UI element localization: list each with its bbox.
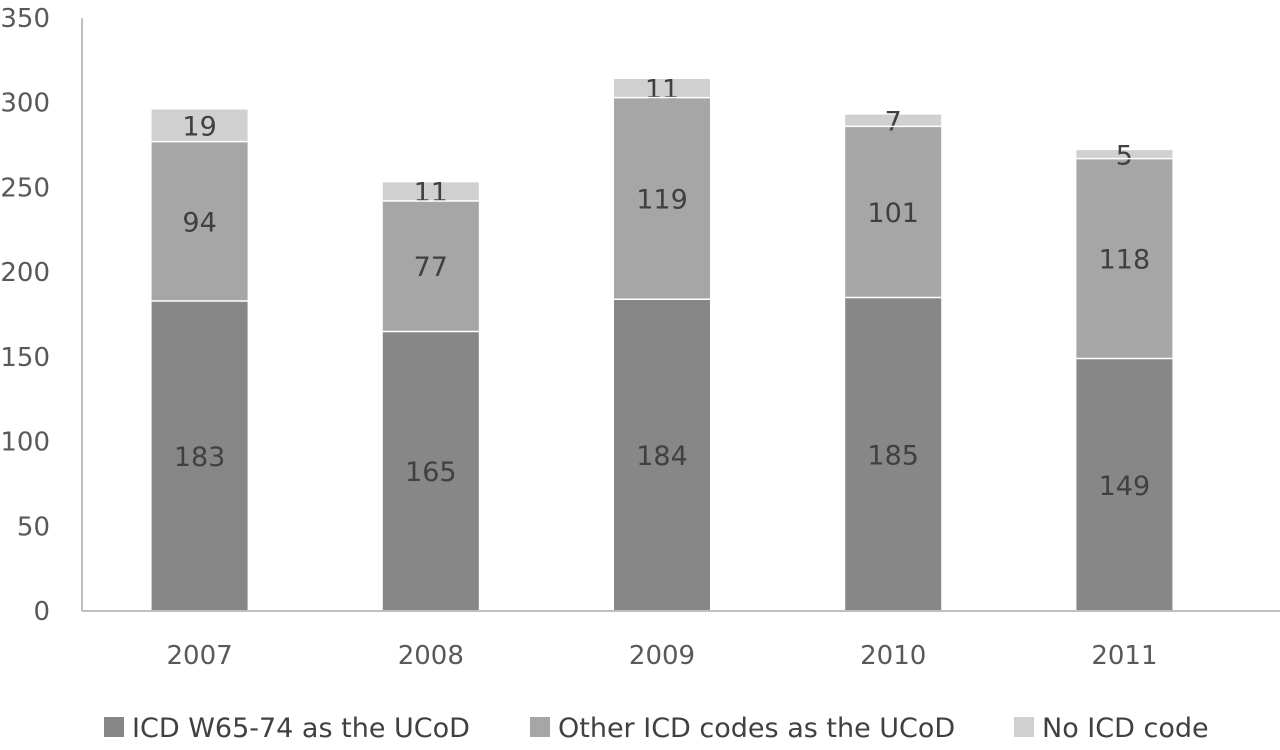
data-label: 5 (1116, 140, 1133, 171)
bar-segment (382, 200, 479, 332)
bar-segment (845, 114, 942, 127)
bar-segment (614, 299, 710, 611)
data-label: 165 (405, 457, 457, 488)
data-label: 185 (867, 440, 919, 471)
y-tick-label: 250 (0, 173, 50, 203)
bars: 183 94 19 165 77 11 184 119 11 185 101 7 149 118 5 (151, 74, 1173, 611)
bar-segment (845, 297, 942, 611)
legend-swatch (104, 717, 124, 737)
data-label: 7 (885, 107, 902, 138)
legend-item: Other ICD codes as the UCoD (530, 713, 955, 744)
bar-segment (382, 331, 479, 611)
bar-stack-2009: 184 119 11 (614, 74, 710, 611)
bar-segment (1076, 358, 1173, 611)
data-label: 183 (174, 442, 226, 473)
data-label: 94 (182, 207, 216, 238)
y-tick-label: 300 (0, 89, 50, 119)
y-tick-label: 350 (0, 4, 50, 34)
bar-segment (151, 109, 248, 142)
legend-swatch (1014, 717, 1034, 737)
x-tick-label: 2011 (1091, 641, 1157, 671)
y-tick-label: 150 (0, 343, 50, 373)
data-label: 77 (414, 252, 448, 283)
data-label: 119 (636, 184, 688, 215)
x-tick-label: 2010 (860, 641, 926, 671)
x-tick-label: 2007 (167, 641, 233, 671)
bar-segment (614, 97, 710, 300)
data-label: 118 (1099, 245, 1151, 276)
data-label: 19 (182, 112, 216, 143)
data-label: 11 (414, 178, 448, 209)
legend-item: ICD W65-74 as the UCoD (104, 713, 470, 744)
bar-segment (151, 300, 248, 611)
bar-stack-2011: 149 118 5 (1076, 140, 1173, 611)
bar-stack-2007: 183 94 19 (151, 109, 248, 611)
y-tick-label: 0 (33, 597, 50, 627)
legend: ICD W65-74 as the UCoD Other ICD codes as… (104, 713, 1209, 744)
y-axis: 0 50 100 150 200 250 300 350 (0, 4, 83, 627)
legend-item: No ICD code (1014, 713, 1209, 744)
data-label: 101 (867, 198, 919, 229)
bar-stack-2010: 185 101 7 (845, 107, 942, 611)
bar-segment (382, 182, 479, 201)
bar-segment (845, 126, 942, 298)
x-tick-label: 2008 (398, 641, 464, 671)
legend-label: No ICD code (1042, 713, 1209, 744)
bar-segment (1076, 150, 1173, 159)
bar-segment (151, 141, 248, 301)
legend-swatch (530, 717, 550, 737)
data-label: 11 (645, 74, 679, 105)
legend-label: Other ICD codes as the UCoD (558, 713, 955, 744)
bar-segment (614, 78, 710, 98)
bar-stack-2008: 165 77 11 (382, 178, 479, 611)
y-tick-label: 50 (17, 512, 50, 542)
data-label: 184 (636, 441, 688, 472)
x-tick-label: 2009 (629, 641, 695, 671)
y-tick-label: 100 (0, 428, 50, 458)
y-tick-label: 200 (0, 258, 50, 288)
legend-label: ICD W65-74 as the UCoD (132, 713, 470, 744)
x-axis: 2007 2008 2009 2010 2011 (82, 610, 1280, 671)
data-label: 149 (1099, 471, 1151, 502)
bar-segment (1076, 158, 1173, 359)
